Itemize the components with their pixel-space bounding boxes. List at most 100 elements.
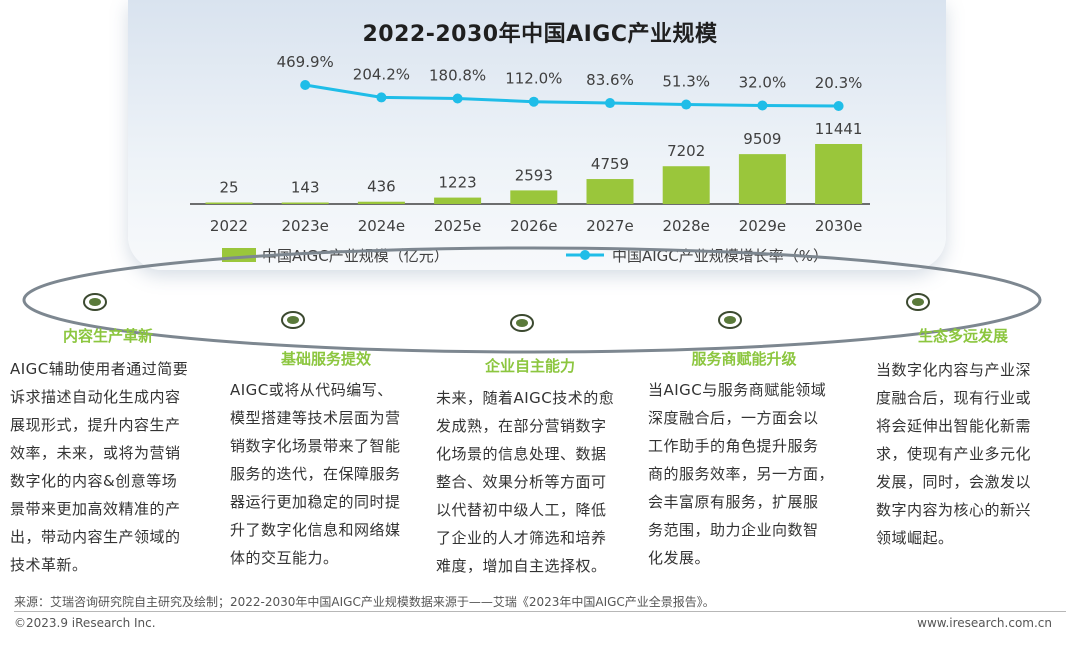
column-line: 诉求描述自动化生成内容 [10,388,181,406]
growth-point-2023e [300,80,311,91]
bar-2028e [662,166,710,204]
timeline-node-5 [912,298,924,306]
tick-label-2024e: 2024e [358,217,405,235]
bar-label-2029e: 9509 [743,130,781,148]
column-body-5: 当数字化内容与产业深 度融合后，现有行业或 将会延伸出智能化新需 求，使现有产业多元化… [876,356,1031,552]
column-line: 升了数字化信息和网络媒 [230,521,401,539]
column-line: 当数字化内容与产业深 [876,361,1032,379]
column-title-2: 基础服务提效 [280,350,372,368]
growth-label-2030e: 20.3% [815,74,863,92]
ellipse-ring [22,246,1042,354]
chart-title: 2022-2030年中国AIGC产业规模 [362,22,718,47]
website: www.iresearch.com.cn [917,616,1052,630]
chart: 25 2022 143 2023e 436 2024e 1223 2025e 2593 2026e… [190,53,870,265]
timeline-node-1 [89,298,101,306]
bar-label-2023e: 143 [291,179,320,197]
column-line: 景带来更加高效精准的产 [10,500,181,518]
growth-label-2028e: 51.3% [662,73,710,91]
tick-label-2029e: 2029e [739,217,786,235]
column-line: 未来，随着AIGC技术的愈 [436,389,615,407]
column-line: 销数字化场景带来了智能 [230,437,401,455]
timeline-ellipse [22,246,1042,354]
column-line: 服务的迭代，在保障服务 [230,465,401,483]
bar-2023e [281,202,329,204]
column-line: 商的服务效率，另一方面， [648,465,835,483]
bar-2024e [357,201,405,204]
column-line: 将会延伸出智能化新需 [876,417,1032,435]
column-line: 求，使现有产业多元化 [876,445,1032,463]
growth-point-2026e [528,96,539,107]
column-line: 出，带动内容生产领域的 [10,528,181,546]
column-line: 化发展。 [648,549,711,567]
growth-label-2027e: 83.6% [586,71,634,89]
column-line: 领域崛起。 [876,529,954,547]
timeline-node-3 [516,319,528,327]
column-line: 效率，未来，或将为营销 [10,444,181,462]
column-line: 当AIGC与服务商赋能领域 [648,381,827,399]
column-line: 深度融合后，一方面会以 [648,409,819,427]
column-body-3: 未来，随着AIGC技术的愈 发成熟，在部分营销数字 化场景的信息处理、数据 整合、效果… [436,384,614,580]
tick-label-2028e: 2028e [662,217,709,235]
column-line: 模型搭建等技术层面为营 [230,409,401,427]
tick-label-2022: 2022 [210,217,248,235]
bar-label-2022: 25 [219,179,238,197]
growth-label-2024e: 204.2% [353,65,410,83]
tick-label-2027e: 2027e [586,217,633,235]
column-line: 技术革新。 [10,556,88,574]
column-line: AIGC或将从代码编写、 [230,381,393,399]
footer-divider [14,611,1066,612]
growth-line [304,83,839,108]
tick-label-2023e: 2023e [281,217,328,235]
column-line: 难度，增加自主选择权。 [436,557,607,575]
tick-label-2026e: 2026e [510,217,557,235]
column-line: 发成熟，在部分营销数字 [436,417,607,435]
bar-2025e [434,197,482,204]
column-line: 度融合后，现有行业或 [876,389,1032,407]
column-title-3: 企业自主能力 [484,357,576,375]
bar-label-2030e: 11441 [815,120,863,138]
column-line: 发展，同时，会激发以 [876,473,1032,491]
growth-point-2030e [833,100,844,111]
column-line: AIGC辅助使用者通过简要 [10,360,189,378]
column-line: 工作助手的角色提升服务 [648,437,819,455]
column-line: 器运行更加稳定的同时提 [230,493,401,511]
column-body-4: 当AIGC与服务商赋能领域 深度融合后，一方面会以 工作助手的角色提升服务 商的服务效… [648,376,834,572]
bar-2022 [205,202,253,204]
column-body-2: AIGC或将从代码编写、 模型搭建等技术层面为营 销数字化场景带来了智能 服务的迭代，… [230,376,401,572]
column-line: 展现形式，提升内容生产 [10,416,181,434]
bar-label-2025e: 1223 [439,174,477,192]
source-note: 来源：艾瑞咨询研究院自主研究及绘制；2022-2030年中国AIGC产业规模数据… [14,595,715,609]
legend-line-marker [580,250,590,260]
chart-backdrop [128,0,946,270]
bar-label-2028e: 7202 [667,142,705,160]
legend-line-label: 中国AIGC产业规模增长率（%） [612,247,828,265]
column-line: 务范围，助力企业向数智 [648,521,819,539]
growth-point-2028e [681,99,692,110]
growth-label-2025e: 180.8% [429,66,486,84]
column-line: 了企业的人才筛选和培养 [436,529,607,547]
growth-label-2023e: 469.9% [277,53,334,71]
bar-label-2026e: 2593 [515,166,553,184]
column-line: 体的交互能力。 [230,549,339,567]
tick-label-2030e: 2030e [815,217,862,235]
growth-label-2029e: 32.0% [739,73,787,91]
column-line: 数字化的内容&创意等场 [10,472,178,490]
growth-point-2025e [452,93,463,104]
column-line: 以代替初中级人工，降低 [436,501,607,519]
growth-point-2027e [605,98,615,109]
bar-label-2024e: 436 [367,178,396,196]
bar-2030e [815,144,863,204]
column-body-1: AIGC辅助使用者通过简要 诉求描述自动化生成内容 展现形式，提升内容生产 效率，未来… [10,355,188,579]
bar-2026e [510,190,558,204]
column-line: 整合、效果分析等方面可 [436,473,607,491]
column-line: 会丰富原有服务，扩展服 [648,493,819,511]
tick-label-2025e: 2025e [434,217,481,235]
bar-2029e [738,154,786,204]
bar-2027e [586,179,634,204]
timeline-node-2 [287,316,299,324]
timeline-node-4 [724,316,736,324]
copyright: ©2023.9 iResearch Inc. [14,616,156,630]
column-title-4: 服务商赋能升级 [691,350,797,368]
column-title-1: 内容生产革新 [62,327,154,345]
column-line: 数字内容为核心的新兴 [876,501,1032,519]
